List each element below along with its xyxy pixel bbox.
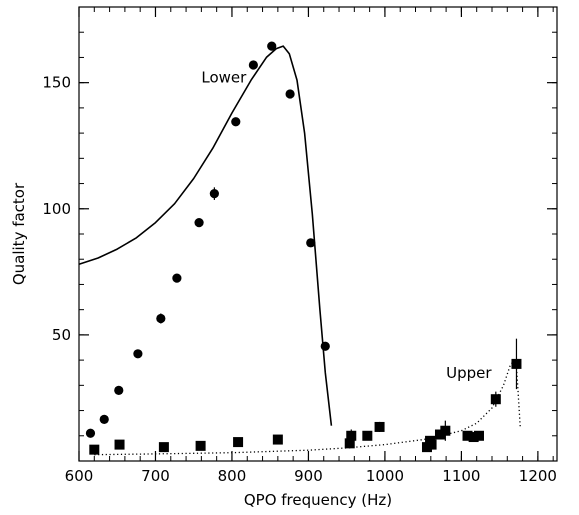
point-lower [231,117,241,127]
point-lower [267,41,277,51]
curve-lower-solid [78,45,333,426]
annotation-upper: Upper [446,364,492,382]
point-lower [248,60,258,70]
x-tick-label: 1200 [519,467,557,485]
x-tick-label: 800 [218,467,247,485]
point-lower [156,313,166,324]
point-upper [158,442,169,453]
point-upper [490,394,501,405]
point-lower [114,385,124,395]
point-upper [434,429,445,440]
point-upper [462,430,473,441]
point-lower [99,414,109,424]
point-lower [209,189,219,199]
point-lower [133,349,143,359]
point-upper [344,438,355,449]
point-upper [89,444,100,455]
point-lower [85,428,96,438]
point-upper [440,425,451,436]
marks-layer [85,41,522,455]
plot-frame [78,6,558,462]
y-tick-label: 50 [52,326,71,344]
curves-layer [78,45,521,456]
point-upper [362,430,373,441]
point-upper [195,440,206,451]
point-lower [285,89,295,99]
point-upper [233,437,244,448]
y-tick-label: 150 [42,74,71,92]
point-upper [473,430,484,441]
y-tick-label: 100 [42,200,71,218]
labels-layer: QPO frequency (Hz) Quality factor Lower … [10,69,492,509]
point-lower [306,238,316,248]
x-axis-label: QPO frequency (Hz) [244,491,392,509]
point-upper [114,439,125,450]
point-upper [426,439,437,450]
point-upper [272,434,283,445]
point-lower [320,341,330,351]
axes-layer: 600 700 800 900 1000 1100 1200 50 100 150 [42,6,558,485]
y-axis-label: Quality factor [10,182,28,285]
x-tick-label: 600 [65,467,94,485]
annotation-lower: Lower [201,69,247,87]
point-upper [468,432,479,443]
point-upper [511,358,522,369]
point-upper [374,421,385,432]
x-tick-label: 700 [141,467,170,485]
x-tick-label: 1100 [442,467,480,485]
x-tick-label: 900 [294,467,323,485]
x-tick-label: 1000 [366,467,404,485]
point-lower [172,273,182,283]
point-upper [346,430,357,441]
point-lower [194,218,204,228]
